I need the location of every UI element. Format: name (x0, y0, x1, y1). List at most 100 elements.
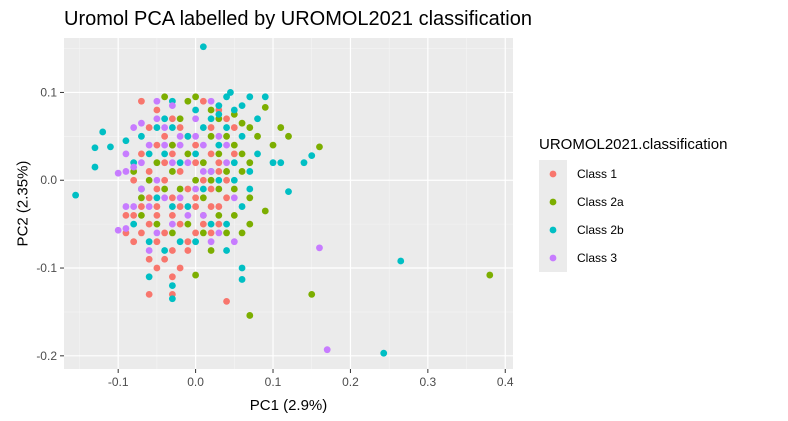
class-2a-point (207, 176, 215, 184)
class-1-point (207, 185, 215, 193)
class-3-point (184, 211, 192, 219)
class-2b-point (238, 102, 246, 110)
class-2a-point (285, 132, 292, 140)
class-3-point (153, 97, 161, 105)
class-2a-point (145, 176, 153, 184)
class-2b-point (215, 141, 223, 149)
class-1-point (230, 124, 238, 131)
y-tick-label: -0.2 (36, 349, 57, 363)
class-2b-point (138, 132, 145, 140)
class-1-point (192, 203, 200, 210)
class-2a-point (161, 185, 169, 193)
class-2b-point (285, 188, 292, 196)
x-axis-title: PC1 (2.9%) (250, 397, 328, 414)
class-2a-point (316, 143, 323, 151)
class-1-point (145, 194, 153, 202)
class-2b-point (107, 143, 114, 151)
class-2a-point (223, 229, 230, 237)
class-1-point (153, 141, 161, 149)
class-2b-point (238, 264, 246, 272)
class-3-point (122, 150, 130, 158)
class-2b-point (153, 194, 161, 202)
class-3-point (215, 229, 223, 237)
class-1-point (223, 115, 230, 123)
class-1-point (130, 238, 138, 246)
class-2b-point (269, 159, 277, 167)
class-1-point (153, 185, 161, 193)
class-1-point (138, 150, 145, 158)
class-3-point (138, 159, 145, 167)
class-1-point (223, 194, 230, 202)
class-1-point (122, 211, 130, 219)
class-3-point (161, 194, 169, 202)
class-2a-point (246, 194, 254, 202)
class-2b-point (99, 128, 107, 136)
legend: UROMOL2021.classification Class 1 Class 2… (539, 136, 727, 272)
class-1-point (192, 141, 200, 149)
class-3-point (114, 169, 122, 177)
class-3-point (184, 159, 192, 167)
class-1-point (215, 159, 223, 167)
class-3-point (192, 115, 200, 123)
class-2b-point (145, 150, 153, 158)
class-2a-point (238, 150, 246, 158)
class-2b-point (230, 159, 238, 167)
class-1-point (215, 203, 223, 210)
class-3-point (161, 141, 169, 149)
class-2a-point (246, 159, 254, 167)
class-1-point (192, 229, 200, 237)
class-2b-point (223, 93, 230, 101)
class-1-point (207, 203, 215, 210)
legend-marker-class-3 (549, 254, 557, 262)
class-1-point (215, 168, 223, 175)
legend-label-class-3: Class 3 (577, 251, 617, 265)
class-1-point (184, 247, 192, 254)
class-3-point (207, 97, 215, 105)
class-2b-point (227, 89, 234, 96)
class-2a-point (308, 290, 316, 298)
class-2a-point (230, 211, 238, 219)
class-2a-point (138, 194, 145, 202)
class-1-point (207, 124, 215, 131)
legend-label-class-1: Class 1 (577, 167, 617, 181)
x-tick-label: 0.2 (342, 375, 359, 389)
class-2a-point (261, 207, 269, 215)
legend-marker-class-2b (549, 226, 557, 234)
class-1-point (145, 255, 153, 263)
y-tick-label: 0.0 (40, 173, 57, 187)
legend-title: UROMOL2021.classification (539, 136, 727, 153)
class-3-point (199, 168, 207, 175)
class-1-point (199, 220, 207, 228)
class-2b-point (161, 247, 169, 254)
class-3-point (130, 163, 138, 171)
class-2a-point (215, 211, 223, 219)
class-3-point (168, 220, 176, 228)
class-2a-point (207, 247, 215, 254)
class-2b-point (215, 102, 223, 110)
class-2a-point (238, 168, 246, 175)
class-1-point (138, 97, 145, 105)
class-1-point (223, 297, 230, 305)
class-3-point (176, 132, 184, 140)
class-2b-point (161, 115, 169, 123)
class-1-point (145, 290, 153, 298)
x-axis-ticks: -0.1 0.0 0.1 0.2 0.3 0.4 (108, 369, 514, 389)
class-2a-point (153, 220, 161, 228)
class-1-point (199, 176, 207, 184)
class-3-point (138, 119, 145, 127)
class-1-point (153, 264, 161, 272)
legend-keys: Class 1 Class 2a Class 2b Class 3 (539, 160, 624, 272)
class-2b-point (261, 93, 269, 101)
class-3-point (223, 141, 230, 149)
class-3-point (199, 141, 207, 149)
class-2b-point (145, 273, 153, 281)
class-2b-point (238, 276, 246, 283)
class-2a-point (246, 312, 254, 319)
class-2b-point (122, 137, 130, 145)
class-3-point (207, 238, 215, 246)
class-1-point (161, 132, 169, 140)
class-3-point (199, 211, 207, 219)
class-2a-point (246, 220, 254, 228)
class-2b-point (207, 115, 215, 123)
